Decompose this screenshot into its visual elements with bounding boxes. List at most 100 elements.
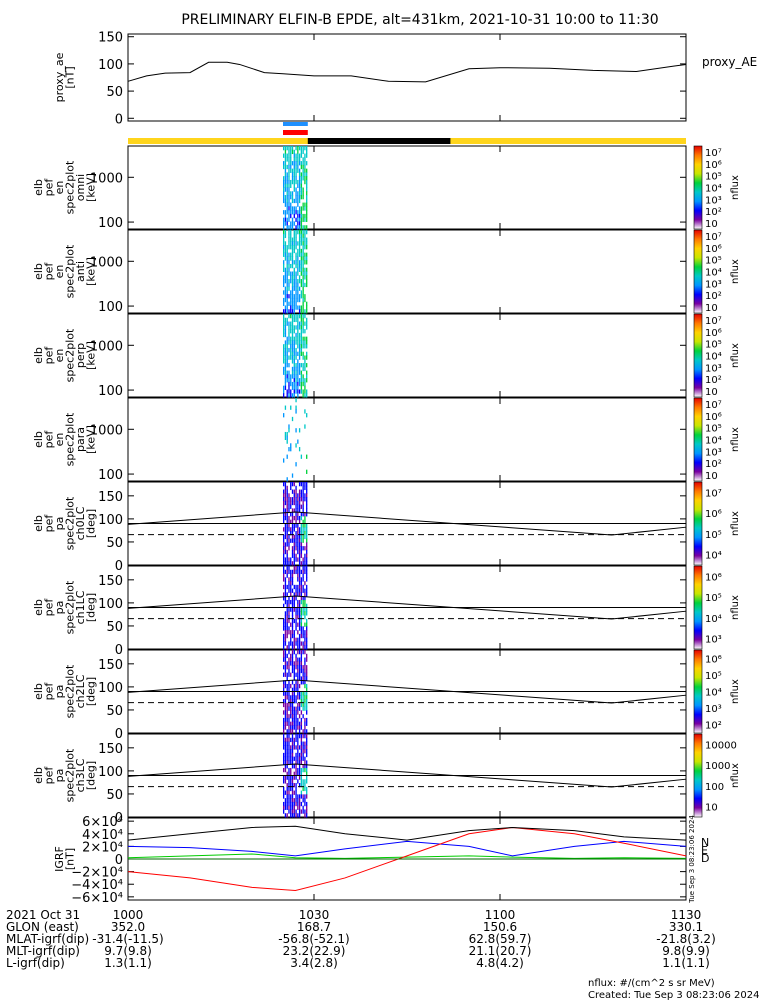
elb_pef_en_spec2plot_perp-cell	[283, 355, 285, 360]
elb_pef_pa_spec2plot_ch0LC-cell	[288, 527, 290, 532]
elb_pef_pa_spec2plot_ch3LC-cell	[306, 779, 308, 784]
elb_pef_pa_spec2plot_ch3LC-cell	[291, 786, 294, 792]
elb_pef_pa_spec2plot_ch3LC-cell	[284, 760, 287, 765]
elb_pef_pa_spec2plot_ch3LC-cell	[284, 745, 287, 750]
elb_pef_en_spec2plot_perp-cell	[288, 389, 290, 394]
elb_pef_pa_spec2plot_ch3LC-cell	[286, 741, 288, 746]
elb_pef_pa_spec2plot_ch2LC-cell	[306, 668, 308, 674]
elb_pef_en_spec2plot_omni-cell	[288, 183, 290, 188]
elb_pef_en_spec2plot_omni-cell	[306, 225, 308, 230]
elb_pef_en_spec2plot_omni-cell	[297, 198, 299, 204]
elb_pef_pa_spec2plot_ch0LC-cell	[306, 546, 308, 551]
elb_pef_pa_spec2plot_ch0LC-cell	[306, 549, 308, 555]
elb_pef_pa_spec2plot_ch0LC-cell	[302, 508, 304, 513]
elb_pef_pa_spec2plot_ch2LC-cell	[283, 672, 285, 677]
elb_pef_en_spec2plot_omni-cell	[298, 183, 301, 188]
elb_pef_pa_spec2plot_ch2LC-cell	[284, 702, 287, 708]
elb_pef_pa_spec2plot_ch1LC-cell	[295, 622, 297, 627]
elb_pef_pa_spec2plot_ch1LC-cell	[283, 637, 285, 642]
elb_pef_pa_spec2plot_ch2LC-cell	[286, 706, 288, 711]
elb_pef_pa_spec2plot_ch2LC-cell	[293, 691, 295, 696]
elb_pef_pa_spec2plot_ch3LC-colorbar	[693, 733, 703, 818]
elb_pef_pa_spec2plot_ch0LC-cell	[297, 504, 299, 509]
elb_pef_en_spec2plot_omni-cell	[290, 210, 292, 215]
elb_pef_pa_spec2plot_ch3LC-cell	[297, 741, 299, 746]
elb_pef_en_spec2plot_anti-cbar-tick-label: 10⁴	[705, 268, 722, 279]
elb_pef_pa_spec2plot_ch0LC-cell	[288, 500, 290, 506]
elb_pef_pa_spec2plot_ch0LC-cbar-label: nflux	[730, 511, 741, 536]
elb_pef_pa_spec2plot_ch2LC-cell	[306, 657, 308, 662]
elb_pef_pa_spec2plot_ch0LC-cell	[286, 538, 288, 543]
elb_pef_pa_spec2plot_ch0LC-cell	[295, 531, 297, 536]
elb_pef_en_spec2plot_perp-cell	[283, 314, 285, 319]
elb_pef_en_spec2plot_anti-cell	[286, 260, 288, 265]
elb_pef_pa_spec2plot_ch3LC-cell	[288, 737, 290, 743]
elb_pef_pa_spec2plot_ch3LC-cell	[290, 745, 292, 750]
elb_pef_en_spec2plot_anti-cell	[284, 230, 287, 235]
elb_pef_pa_spec2plot_ch2LC-cell	[304, 683, 306, 689]
elb_pef_en_spec2plot_anti-cell	[284, 248, 287, 254]
elb_pef_en_spec2plot_perp-cell	[304, 355, 306, 360]
elb_pef_pa_spec2plot_ch2LC-cell	[290, 653, 292, 659]
elb_pef_pa_spec2plot_ch2LC-cell	[291, 668, 294, 674]
elb_pef_pa_spec2plot_ch3LC-cell	[284, 805, 287, 810]
elb_pef_pa_spec2plot_ch0LC-cell	[302, 493, 304, 498]
elb_pef_en_spec2plot_perp-cell	[304, 385, 306, 390]
orbit-row-value: 330.1	[669, 920, 703, 934]
elb_pef_en_spec2plot_omni-cell	[297, 191, 299, 196]
elb_pef_en_spec2plot_perp-cell	[295, 347, 297, 353]
elb_pef_en_spec2plot_perp-cell	[286, 344, 288, 349]
elb_pef_pa_spec2plot_ch1LC-cell	[293, 618, 295, 624]
elb_pef_en_spec2plot_anti-cell	[288, 286, 290, 291]
elb_pef_en_spec2plot_perp-cell	[298, 332, 301, 338]
elb_pef_pa_spec2plot_ch2LC-cell	[283, 702, 285, 708]
elb_pef_pa_spec2plot_ch3LC-cell	[288, 786, 290, 792]
elb_pef_pa_spec2plot_ch0LC-cell	[300, 553, 303, 558]
elb_pef_en_spec2plot_anti-cell	[306, 252, 308, 257]
elb_pef_en_spec2plot_perp-cell	[283, 385, 285, 390]
elb_pef_en_spec2plot_omni-cell	[283, 210, 285, 215]
elb_pef_en_spec2plot_perp-cell	[306, 374, 308, 379]
elb_pef_pa_spec2plot_ch3LC-cell	[298, 801, 301, 807]
elb_pef_pa_spec2plot_ch3LC-cell	[284, 749, 287, 754]
elb_pef_en_spec2plot_perp-cell	[283, 389, 285, 394]
elb_pef_en_spec2plot_anti-cell	[293, 279, 295, 284]
elb_pef_pa_spec2plot_ch2LC-colorbar	[693, 649, 703, 734]
elb_pef_en_spec2plot_omni-cell	[306, 206, 308, 211]
elb_pef_en_spec2plot_perp-cell	[306, 355, 308, 360]
proxy-ae-line	[127, 61, 687, 83]
elb_pef_en_spec2plot_anti-cell	[306, 267, 308, 272]
elb_pef_pa_spec2plot_ch0LC-cell	[293, 538, 295, 543]
elb_pef_pa_spec2plot_ch1LC-cell	[283, 584, 285, 590]
elb_pef_en_spec2plot_omni-cell	[295, 179, 297, 185]
elb_pef_pa_spec2plot_ch3LC-cell	[302, 745, 304, 750]
elb_pef_en_spec2plot_anti-cbar-label: nflux	[730, 259, 741, 284]
elb_pef_pa_spec2plot_ch2LC-cell	[304, 676, 306, 681]
elb_pef_en_spec2plot_anti-cell	[283, 275, 285, 280]
elb_pef_en_spec2plot_omni-cell	[293, 198, 295, 204]
elb_pef_pa_spec2plot_ch3LC-cell	[306, 775, 308, 780]
elb_pef_pa_spec2plot_ch2LC-ylabel: elb	[32, 683, 45, 700]
elb_pef_en_spec2plot_anti-ylabel: en	[53, 265, 66, 279]
elb_pef_pa_spec2plot_ch0LC-cell	[298, 542, 301, 547]
elb_pef_pa_spec2plot_ch1LC-cell	[286, 611, 288, 616]
elb_pef_pa_spec2plot_ch1LC-ylabel: pa	[53, 601, 66, 615]
elb_pef_en_spec2plot_perp-cell	[300, 389, 303, 394]
orbit-row-label: L-igrf(dip)	[6, 956, 65, 970]
elb_pef_pa_spec2plot_ch0LC-cell	[300, 549, 303, 555]
orbit-row-label: MLT-igrf(dip)	[6, 944, 80, 958]
elb_pef_en_spec2plot_perp-cell	[293, 389, 295, 394]
elb_pef_pa_spec2plot_ch1LC-ylabel: spec2plot	[63, 580, 76, 634]
elb_pef_pa_spec2plot_ch1LC-cell	[283, 569, 285, 575]
elb_pef_en_spec2plot_anti-cell	[302, 245, 304, 250]
elb_pef_en_spec2plot_perp-cell	[286, 351, 288, 356]
elb_pef_en_spec2plot_perp-cell	[286, 374, 288, 379]
elb_pef_en_spec2plot_omni-cell	[283, 187, 285, 192]
elb_pef_en_spec2plot_omni-cbar-tick-label: 10³	[705, 195, 722, 206]
elb_pef_pa_spec2plot_ch1LC-cell	[290, 569, 292, 575]
elb_pef_pa_spec2plot_ch0LC-cell	[286, 489, 288, 494]
elb_pef_pa_spec2plot_ch3LC-cell	[295, 764, 297, 769]
elb_pef_en_spec2plot_para-cbar-label: nflux	[730, 427, 741, 452]
orbit-row-value: -21.8(3.2)	[656, 932, 716, 946]
elb_pef_en_spec2plot_anti-cell	[304, 260, 306, 265]
